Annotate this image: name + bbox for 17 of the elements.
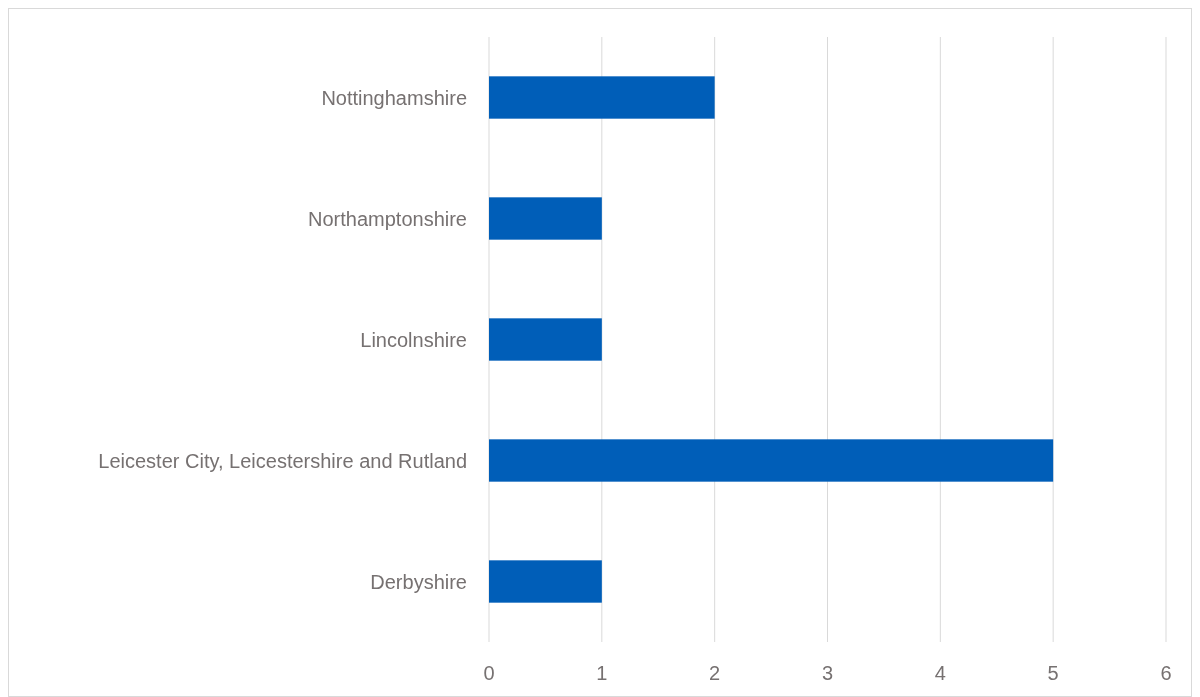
x-tick-label: 1 [596, 662, 608, 684]
x-tick-label: 0 [483, 662, 495, 684]
x-tick-label: 6 [1160, 662, 1172, 684]
x-tick-label: 2 [709, 662, 721, 684]
bar [489, 76, 715, 119]
bar [489, 439, 1054, 482]
x-tick-label: 3 [821, 662, 834, 684]
y-tick-label: Nottinghamshire [321, 86, 467, 109]
x-tick-label: 4 [934, 662, 946, 684]
x-tick-label: 5 [1047, 662, 1059, 684]
bar [489, 197, 602, 240]
y-tick-label: Leicester City, Leicestershire and Rutland [98, 449, 467, 472]
bar [489, 560, 602, 603]
y-tick-label: Northamptonshire [308, 207, 467, 230]
y-tick-label: Derbyshire [370, 570, 467, 593]
bar [489, 318, 602, 361]
y-tick-label: Lincolnshire [360, 328, 467, 351]
